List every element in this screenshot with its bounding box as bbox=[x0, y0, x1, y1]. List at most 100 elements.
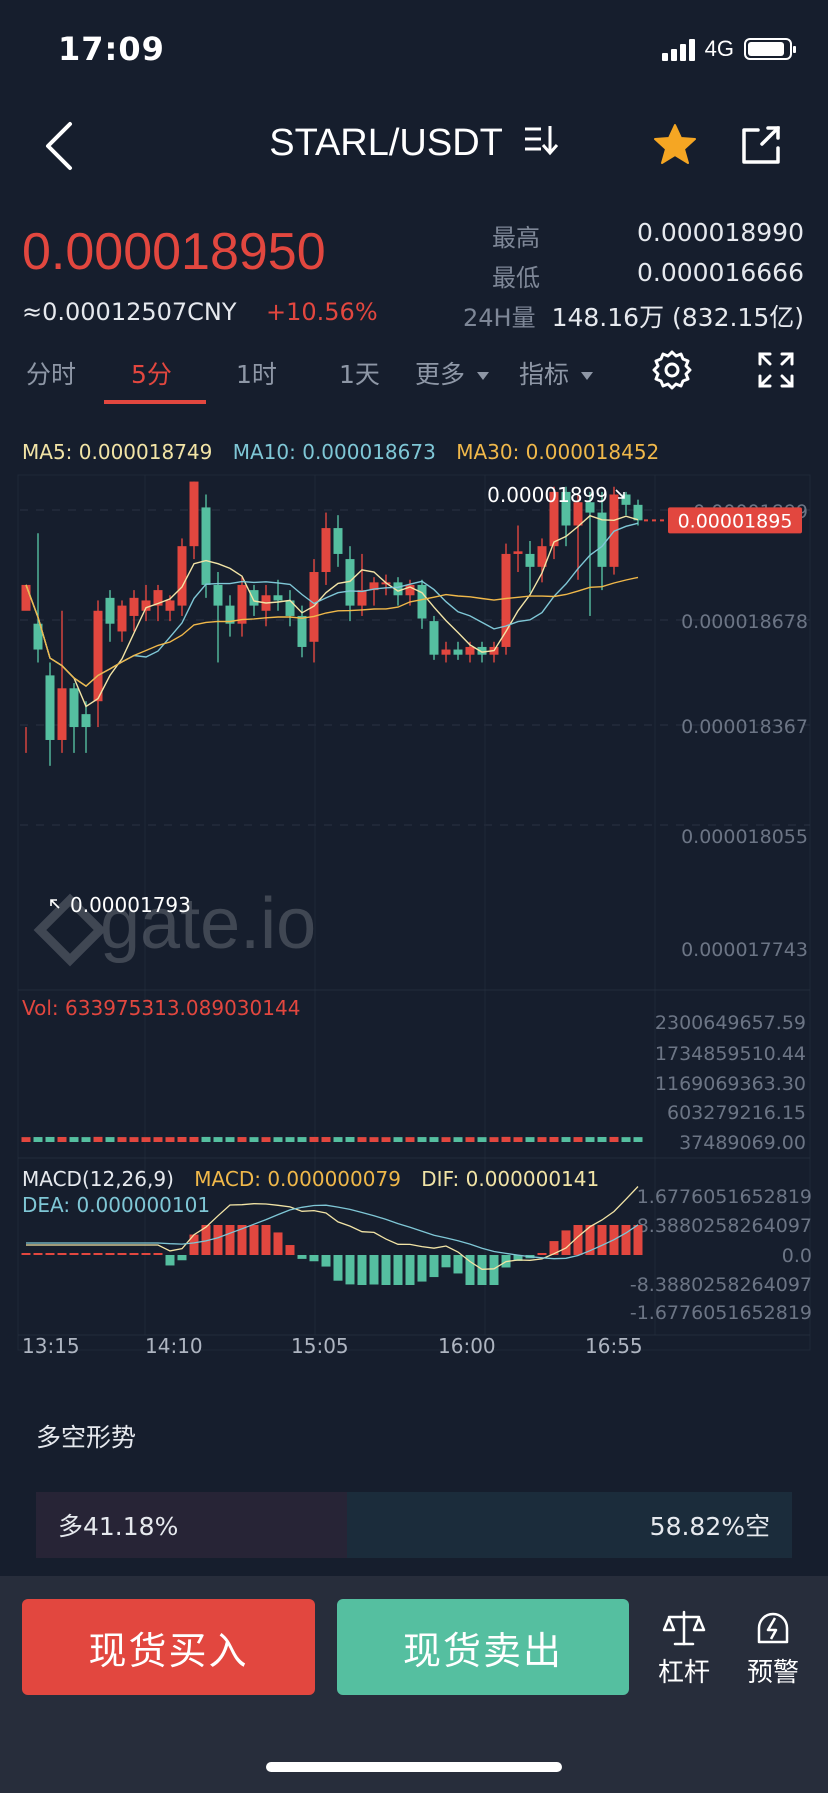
macd-bar bbox=[285, 1245, 295, 1255]
macd-axis-label: 1.6776051652819 bbox=[637, 1186, 812, 1208]
tab-1hour[interactable]: 1时 bbox=[236, 360, 277, 389]
tab-1day[interactable]: 1天 bbox=[339, 360, 380, 389]
candle bbox=[537, 546, 547, 567]
candle bbox=[333, 528, 343, 554]
volume-bar bbox=[21, 1137, 31, 1142]
network-type: 4G bbox=[704, 36, 734, 61]
volume-bar bbox=[621, 1137, 631, 1142]
volume-axis-label: 2300649657.59 bbox=[655, 1012, 806, 1034]
spot-buy-button[interactable]: 现货买入 bbox=[22, 1599, 315, 1695]
price-axis-label: 0.000017743 bbox=[681, 939, 808, 961]
volume-bar bbox=[153, 1137, 163, 1142]
arrow-up-left-icon bbox=[50, 899, 60, 909]
volume-bar bbox=[333, 1137, 343, 1142]
candle bbox=[633, 504, 643, 521]
leverage-button[interactable]: 杠杆 bbox=[649, 1608, 719, 1689]
volume-bar bbox=[597, 1136, 607, 1142]
macd-bar bbox=[261, 1225, 271, 1255]
candle bbox=[153, 590, 163, 606]
chevron-left-icon bbox=[46, 122, 72, 170]
back-button[interactable] bbox=[40, 118, 90, 178]
volume-bar bbox=[501, 1136, 511, 1142]
time-axis-label: 16:55 bbox=[585, 1334, 643, 1358]
volume-text: Vol: 633975313.089030144 bbox=[22, 996, 300, 1020]
volume-bar bbox=[141, 1137, 151, 1142]
candle bbox=[549, 491, 559, 547]
dif-value: DIF: 0.000000141 bbox=[421, 1167, 599, 1191]
pair-title[interactable]: STARL/USDT bbox=[0, 122, 828, 168]
tab-more-label: 更多 bbox=[415, 360, 466, 389]
long-ratio: 多41.18% bbox=[36, 1492, 348, 1558]
volume-bar bbox=[513, 1137, 523, 1142]
volume-bar bbox=[489, 1137, 499, 1142]
last-price: 0.000018950 bbox=[22, 223, 326, 281]
switch-pair-icon[interactable] bbox=[523, 122, 559, 168]
volume-bar bbox=[45, 1136, 55, 1142]
price-tag-box bbox=[668, 507, 802, 534]
candle bbox=[237, 584, 247, 624]
low-label: 最低 bbox=[492, 264, 540, 292]
macd-bar bbox=[321, 1255, 331, 1267]
candle bbox=[81, 714, 91, 728]
volume-bar bbox=[105, 1137, 115, 1142]
candle bbox=[117, 605, 127, 632]
volume-bar bbox=[189, 1136, 199, 1142]
time-axis-label: 14:10 bbox=[145, 1334, 203, 1358]
macd-axis-label: 8.3880258264097 bbox=[637, 1215, 812, 1237]
tab-timeline[interactable]: 分时 bbox=[26, 360, 77, 389]
macd-bar bbox=[333, 1255, 343, 1281]
alert-button[interactable]: 预警 bbox=[738, 1608, 808, 1689]
macd-bar bbox=[585, 1225, 595, 1255]
volume-bar bbox=[213, 1137, 223, 1142]
macd-bar bbox=[429, 1255, 439, 1278]
tab-indicators[interactable]: 指标 bbox=[519, 355, 594, 391]
volume-bar bbox=[69, 1137, 79, 1142]
volume-bar bbox=[549, 1137, 559, 1142]
macd-bar bbox=[33, 1253, 43, 1255]
high-value: 0.000018990 bbox=[636, 218, 804, 247]
share-button[interactable] bbox=[738, 122, 788, 172]
dea-value: DEA: 0.000000101 bbox=[22, 1193, 210, 1217]
volume-bar bbox=[57, 1136, 67, 1142]
time-axis-label: 16:00 bbox=[438, 1334, 496, 1358]
candle bbox=[225, 605, 235, 624]
candle bbox=[561, 491, 571, 526]
tab-more[interactable]: 更多 bbox=[415, 355, 490, 391]
candle bbox=[441, 649, 451, 655]
candle bbox=[597, 512, 607, 567]
volume-bar bbox=[249, 1137, 259, 1142]
candle bbox=[513, 551, 523, 554]
watermark: gate.io bbox=[33, 884, 316, 967]
volume-bar bbox=[453, 1137, 463, 1142]
min-price-annotation: 0.00001793 bbox=[70, 893, 191, 917]
fullscreen-button[interactable] bbox=[756, 350, 796, 394]
macd-bar bbox=[345, 1255, 355, 1285]
volume-bar bbox=[405, 1137, 415, 1142]
macd-bar bbox=[309, 1255, 319, 1262]
candle bbox=[93, 610, 103, 702]
volume-bar bbox=[285, 1137, 295, 1142]
pair-name: STARL/USDT bbox=[269, 122, 503, 165]
volume-bar bbox=[429, 1137, 439, 1142]
volume-bar bbox=[309, 1136, 319, 1142]
candlestick-chart[interactable]: gate.io 0.00001899 0.000018678 0.000018367… bbox=[0, 470, 828, 1370]
macd-bar bbox=[441, 1255, 451, 1268]
candle bbox=[465, 646, 475, 655]
macd-bar bbox=[213, 1225, 223, 1255]
candle bbox=[141, 600, 151, 611]
candle bbox=[69, 688, 79, 728]
volume-24h-value: 148.16万 (832.15亿) bbox=[551, 303, 804, 332]
candle bbox=[33, 623, 43, 650]
volume-axis-label: 37489069.00 bbox=[679, 1132, 806, 1154]
candle bbox=[393, 582, 403, 596]
candle bbox=[177, 546, 187, 606]
tab-5min[interactable]: 5分 bbox=[131, 360, 172, 389]
favorite-button[interactable] bbox=[652, 122, 702, 172]
alert-icon bbox=[757, 1612, 789, 1644]
macd-bar bbox=[453, 1255, 463, 1274]
macd-bar bbox=[201, 1225, 211, 1255]
candle bbox=[501, 553, 511, 647]
settings-button[interactable] bbox=[650, 348, 694, 396]
spot-sell-button[interactable]: 现货卖出 bbox=[337, 1599, 629, 1695]
time-axis-label: 15:05 bbox=[291, 1334, 349, 1358]
